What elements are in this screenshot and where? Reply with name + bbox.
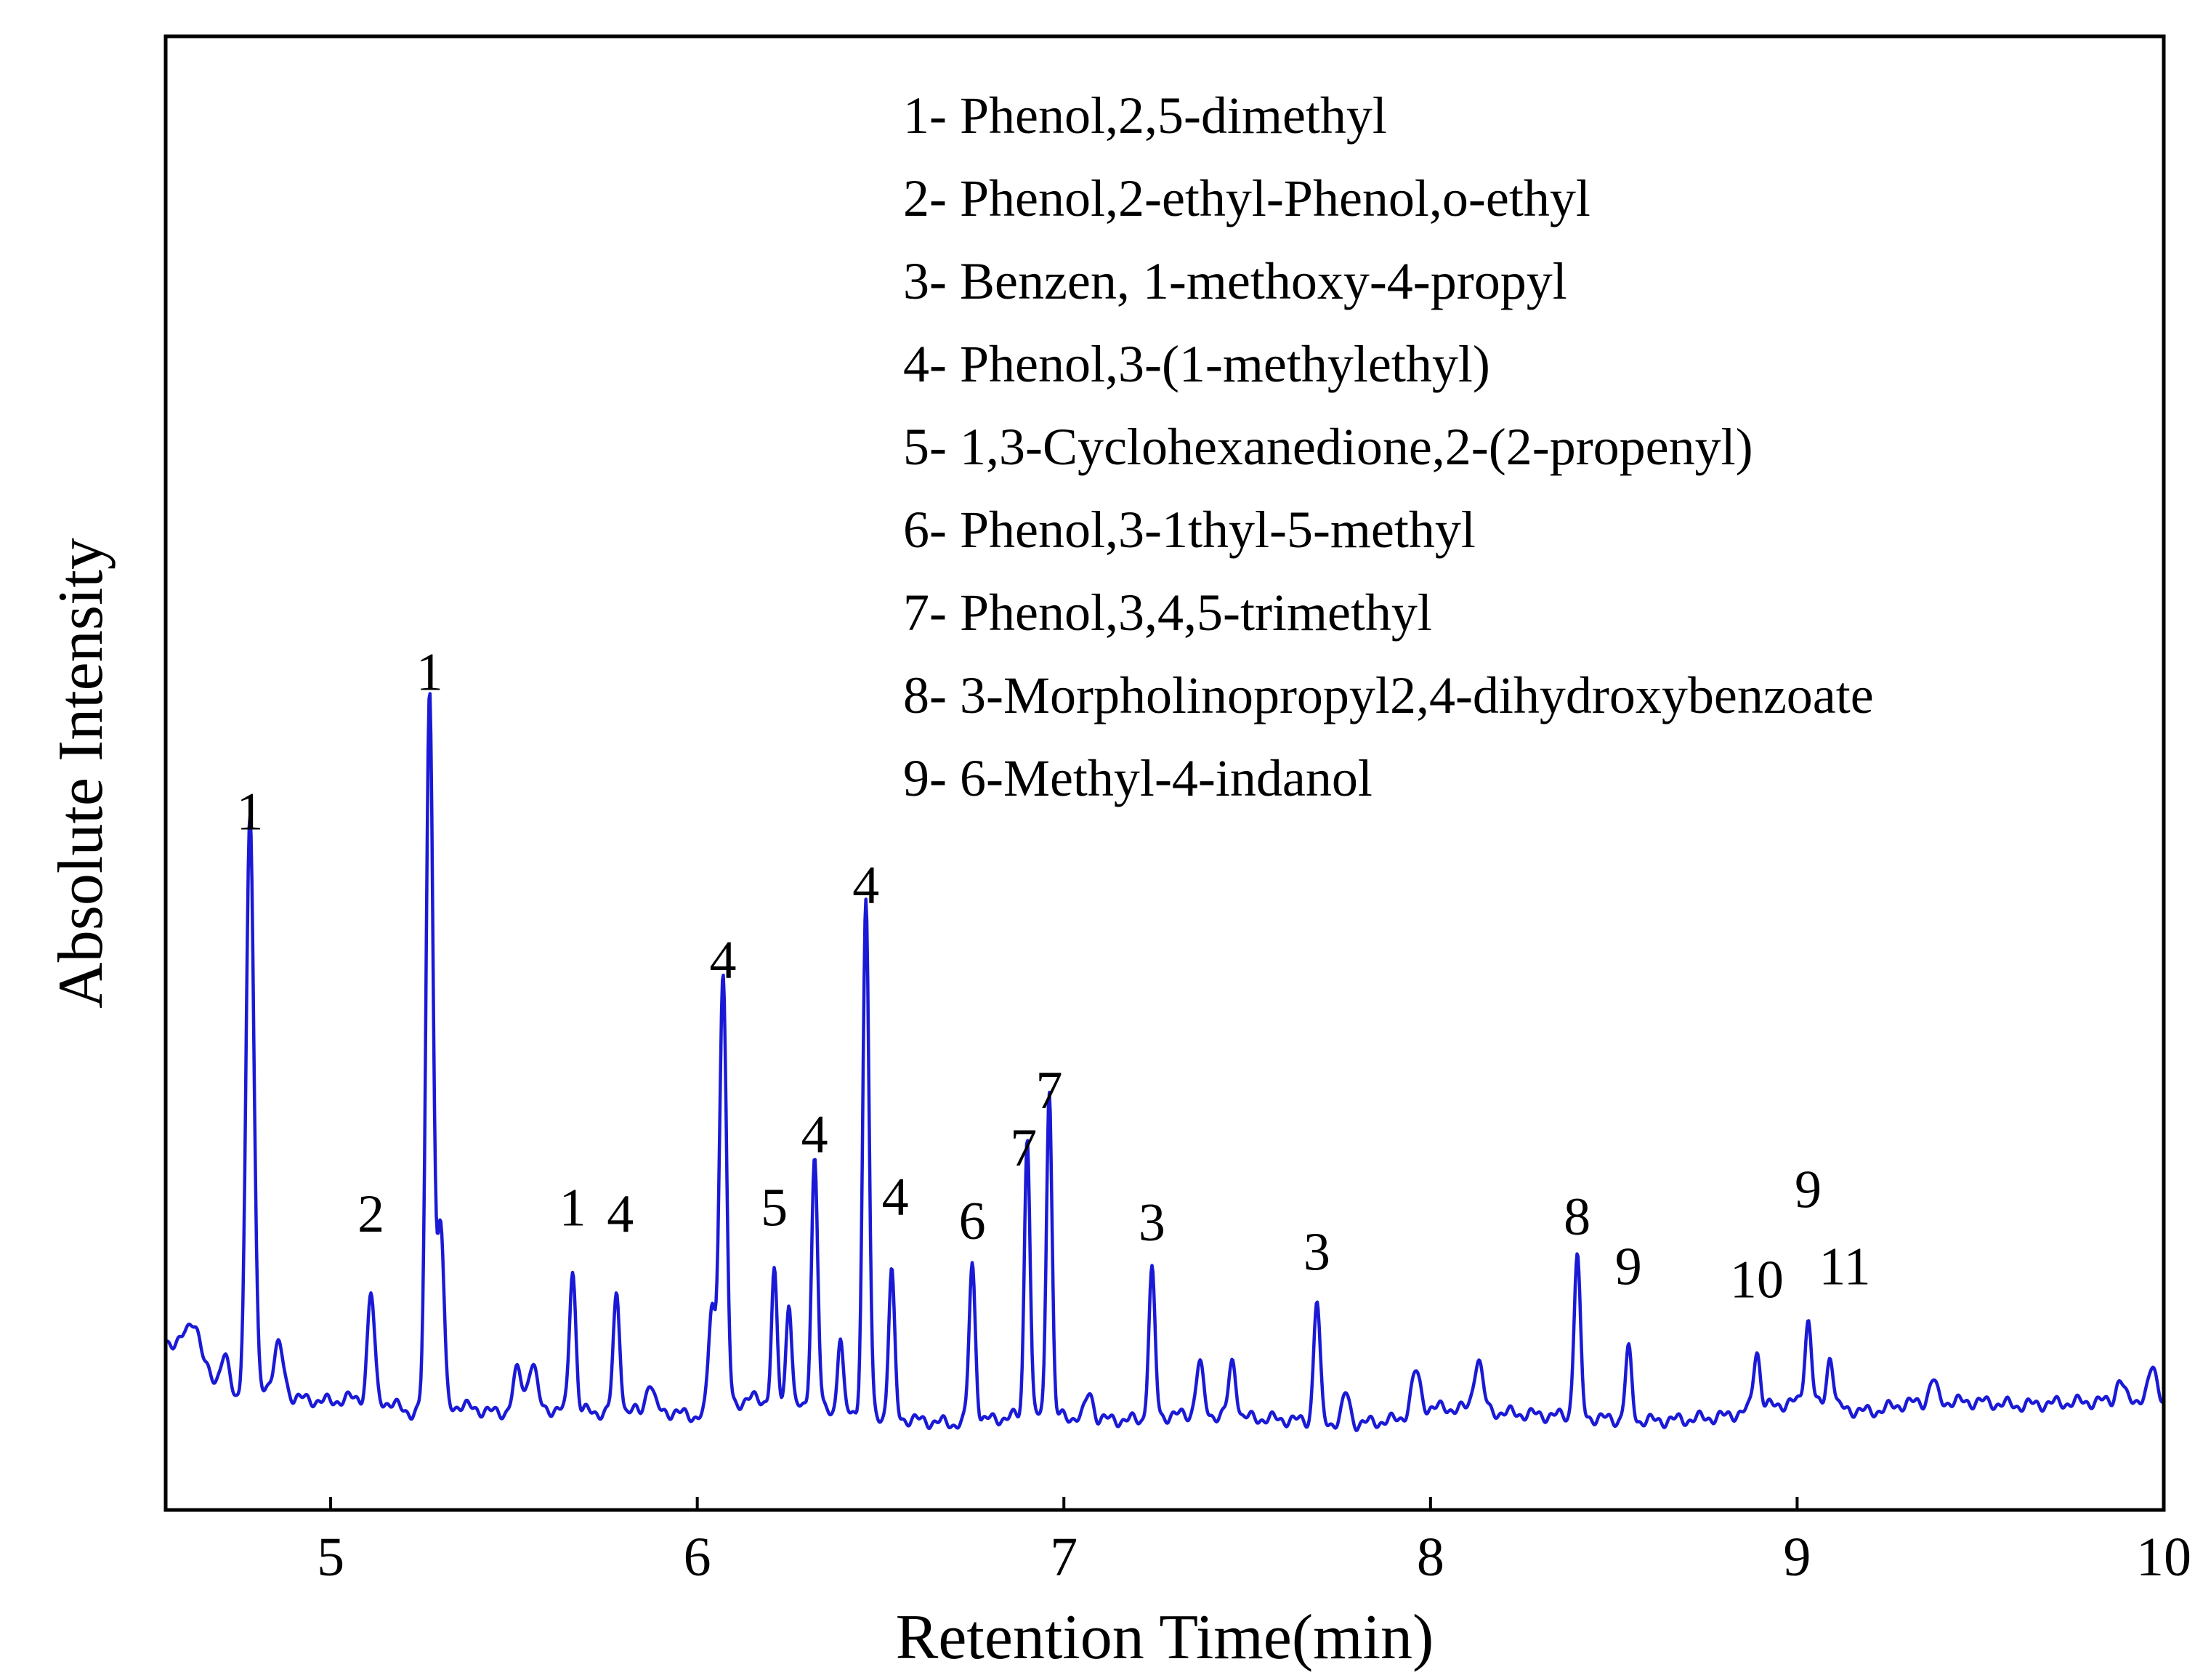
peak-label: 5 [761,1179,788,1238]
peak-label: 4 [801,1105,828,1165]
legend-entry: 9- 6-Methyl-4-indanol [903,749,1373,807]
y-axis-title: Absolute Intensity [46,538,116,1009]
x-axis-tick-labels: 5 6 7 8 9 10 [317,1527,2191,1588]
legend-entry: 1- Phenol,2,5-dimethyl [903,86,1387,145]
legend-entry: 8- 3-Morpholinopropyl2,4-dihydroxybenzoa… [903,666,1874,724]
peak-label: 10 [1730,1251,1784,1310]
peak-label: 3 [1139,1193,1165,1253]
peak-label: 7 [1036,1061,1063,1120]
peak-label: 1 [559,1179,586,1238]
x-tick-label: 9 [1783,1527,1811,1588]
peak-label: 3 [1303,1222,1330,1282]
peak-label: 4 [709,930,736,990]
legend-entry: 4- Phenol,3-(1-methylethyl) [903,335,1490,393]
peak-label: 1 [416,642,443,702]
legend-entry: 3- Benzen, 1-methoxy-4-propyl [903,252,1567,310]
x-tick-label: 5 [317,1527,344,1588]
legend-entry: 2- Phenol,2-ethyl-Phenol,o-ethyl [903,169,1590,227]
peak-label: 9 [1795,1160,1822,1219]
peak-label: 8 [1564,1187,1590,1247]
peak-label: 2 [357,1184,384,1244]
peak-label: 1 [237,782,264,841]
legend-entry: 7- Phenol,3,4,5-trimethyl [903,583,1432,642]
legend: 1- Phenol,2,5-dimethyl 2- Phenol,2-ethyl-… [903,86,1874,807]
x-tick-label: 10 [2136,1527,2191,1588]
peak-label: 4 [852,855,879,915]
chromatogram-trace [164,692,2166,1432]
peak-label: 4 [882,1168,909,1227]
peak-label: 4 [607,1184,634,1244]
peak-label: 11 [1819,1237,1870,1297]
x-tick-label: 7 [1050,1527,1078,1588]
x-tick-label: 6 [684,1527,711,1588]
legend-entry: 6- Phenol,3-1thyl-5-methyl [903,501,1476,559]
x-tick-label: 8 [1417,1527,1444,1588]
x-axis-title: Retention Time(min) [896,1602,1434,1673]
peak-label: 9 [1615,1237,1642,1297]
plot-frame [163,34,2166,1512]
peak-label: 7 [1010,1118,1037,1178]
legend-entry: 5- 1,3-Cyclohexanedione,2-(2-propenyl) [903,418,1753,476]
peak-label: 6 [959,1192,986,1251]
